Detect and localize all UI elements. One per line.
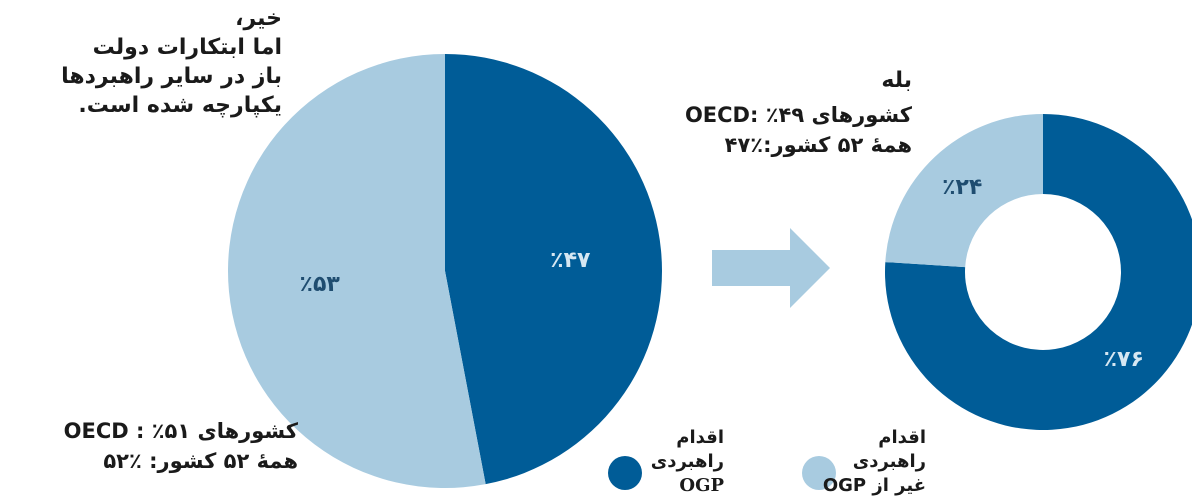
pie-donut-slice-0 [885, 114, 1192, 430]
yes-stat-oecd: کشورهای OECD: ٪۴۹ [684, 103, 912, 127]
pie-main-slice-0 [445, 54, 662, 485]
legend-ogp-line-1: اقدام [676, 427, 724, 448]
legend-ogp-line-2: راهبردی [650, 451, 724, 472]
donut-chart: ٪۷۶ ٪۲۴ [885, 114, 1192, 430]
pie-main-label-1: ٪۵۳ [300, 272, 341, 297]
legend-non-ogp-line-2: راهبردی [852, 451, 926, 472]
legend-non-ogp-line-3: غیر از OGP [822, 475, 926, 496]
yes-annotation: بله کشورهای OECD: ٪۴۹ همهٔ ۵۲ کشور:٪۴۷ [640, 66, 912, 160]
pie-chart-main: ٪۴۷ ٪۵۳ [227, 54, 662, 488]
no-line-1: خیر، [235, 6, 282, 31]
pie-donut-label-1: ٪۲۴ [942, 175, 982, 200]
no-line-3: باز در سایر راهبردها [61, 64, 282, 89]
legend-label-non-ogp: اقدام راهبردی غیر از OGP [820, 426, 926, 498]
legend-label-ogp: اقدام راهبردی OGP [628, 426, 724, 498]
yes-title: بله [881, 68, 912, 93]
no-stat-oecd: کشورهای OECD : ٪۵۱ [63, 419, 298, 443]
legend-dot-ogp [608, 456, 642, 490]
no-stat-all: همهٔ ۵۲ کشور: ٪۵۲ [103, 449, 298, 473]
legend-dot-non-ogp [802, 456, 836, 490]
legend-ogp-line-3: OGP [679, 475, 724, 496]
yes-stat-all: همهٔ ۵۲ کشور:٪۴۷ [724, 133, 912, 157]
pie-donut-label-0: ٪۷۶ [1104, 347, 1144, 372]
legend-non-ogp-line-1: اقدام [878, 427, 926, 448]
no-line-2: اما ابتکارات دولت [92, 35, 282, 60]
no-annotation: خیر، اما ابتکارات دولت باز در سایر راهبر… [20, 4, 282, 120]
no-stats: کشورهای OECD : ٪۵۱ همهٔ ۵۲ کشور: ٪۵۲ [8, 416, 298, 476]
arrow-icon [712, 228, 830, 308]
pie-donut-slice-1 [885, 114, 1043, 268]
pie-main-slice-1 [227, 54, 486, 488]
pie-main-label-0: ٪۴۷ [550, 248, 591, 273]
no-line-4: یکپارچه شده است. [78, 93, 282, 118]
